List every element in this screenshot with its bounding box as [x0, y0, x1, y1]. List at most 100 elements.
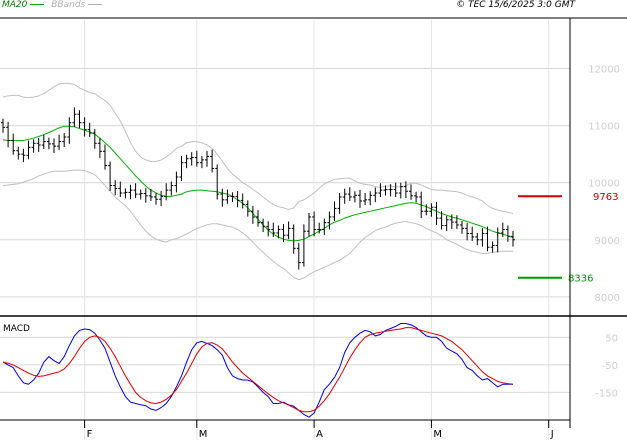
price-bar — [92, 129, 97, 149]
price-bar — [184, 154, 189, 169]
price-bar — [159, 190, 164, 207]
macd-series — [2, 323, 514, 418]
price-bar — [358, 189, 362, 208]
price-bar — [189, 152, 194, 166]
price-bar — [271, 222, 276, 237]
price-bar — [113, 180, 118, 196]
price-y-tick-label: 10000 — [588, 179, 620, 190]
price-bar — [393, 182, 398, 197]
x-tick-label: M — [199, 429, 208, 440]
price-bar — [409, 184, 413, 200]
price-bar — [97, 137, 102, 159]
price-y-axis: 8000 9000 10000 11000 12000 — [588, 65, 620, 304]
price-bar — [143, 188, 148, 203]
macd-series-line — [2, 323, 513, 418]
price-bar — [368, 191, 373, 206]
price-bar — [470, 226, 475, 241]
price-bar — [383, 185, 388, 196]
price-bar — [210, 149, 215, 173]
macd-grid — [0, 336, 570, 393]
price-bar — [378, 183, 383, 197]
price-bar — [108, 161, 113, 191]
price-bar — [332, 201, 337, 221]
price-bar — [26, 140, 31, 160]
price-bar — [169, 181, 174, 196]
price-bar — [235, 190, 240, 208]
macd-y-tick-label: -50 — [602, 361, 618, 372]
price-bar — [449, 214, 454, 229]
macd-title: MACD — [3, 324, 30, 334]
price-bar — [87, 122, 92, 138]
price-bar — [16, 146, 21, 160]
price-bar — [475, 232, 480, 246]
price-bar — [148, 188, 153, 201]
price-bar — [215, 164, 220, 200]
price-bar — [342, 188, 347, 204]
price-bar — [205, 151, 209, 167]
price-bar — [52, 138, 56, 154]
price-bar — [36, 137, 41, 152]
price-bar — [439, 211, 444, 230]
price-bar — [179, 155, 184, 181]
price-bar — [337, 192, 342, 214]
price-bar — [245, 200, 250, 217]
price-bar — [322, 218, 327, 235]
macd-y-tick-label: -150 — [595, 388, 618, 399]
price-bar — [164, 183, 169, 201]
macd-series-line — [2, 327, 514, 413]
price-bar — [444, 215, 449, 231]
x-tick-label: F — [87, 429, 93, 440]
bband-upper-line — [2, 82, 514, 214]
price-bar — [266, 221, 271, 237]
price-bar — [296, 242, 301, 270]
price-bar — [133, 183, 138, 199]
price-bar — [1, 118, 5, 133]
price-bar — [307, 212, 311, 237]
price-bar — [398, 182, 403, 199]
source-stamp: © TEC 15/6/2025 3:0 GMT — [456, 0, 575, 10]
price-bar — [6, 121, 11, 148]
price-bar — [11, 133, 16, 155]
price-y-tick-label: 12000 — [588, 65, 620, 76]
price-bar — [230, 192, 235, 202]
price-bar — [225, 189, 230, 204]
legend: MA20 BBands — [2, 0, 103, 11]
annotation-label: 9763 — [593, 192, 618, 203]
price-bar — [363, 192, 368, 205]
price-bar — [194, 150, 199, 167]
price-bar — [123, 188, 128, 199]
price-bar — [103, 144, 107, 170]
price-bar — [77, 110, 82, 129]
price-bar — [480, 228, 485, 247]
price-bar — [500, 222, 505, 237]
price-bar — [62, 133, 67, 148]
macd-y-axis: 50 -50 -150 — [595, 333, 618, 399]
price-bars — [1, 107, 515, 270]
price-bar — [250, 205, 255, 224]
price-bar — [220, 188, 225, 207]
price-bar — [511, 230, 515, 247]
price-bar — [327, 211, 332, 230]
annotation-label: 8336 — [568, 274, 593, 285]
price-bar — [286, 221, 291, 240]
price-bar — [82, 117, 87, 137]
price-bar — [490, 241, 495, 253]
bollinger-bands — [2, 82, 514, 281]
bband-lower-line — [2, 169, 513, 281]
price-bar — [465, 222, 470, 241]
price-bar — [276, 225, 281, 239]
price-bar — [281, 224, 286, 243]
price-bar — [174, 171, 179, 193]
price-bar — [388, 184, 393, 197]
x-tick-label: J — [550, 429, 554, 440]
x-tick-label: A — [316, 429, 323, 440]
price-grid — [0, 20, 570, 440]
price-bar — [118, 181, 123, 197]
price-y-tick-label: 9000 — [595, 236, 620, 247]
price-bar — [434, 201, 439, 225]
price-bar — [424, 204, 429, 216]
price-bar — [291, 224, 296, 254]
chart-frame — [0, 17, 627, 428]
price-bar — [31, 139, 36, 153]
